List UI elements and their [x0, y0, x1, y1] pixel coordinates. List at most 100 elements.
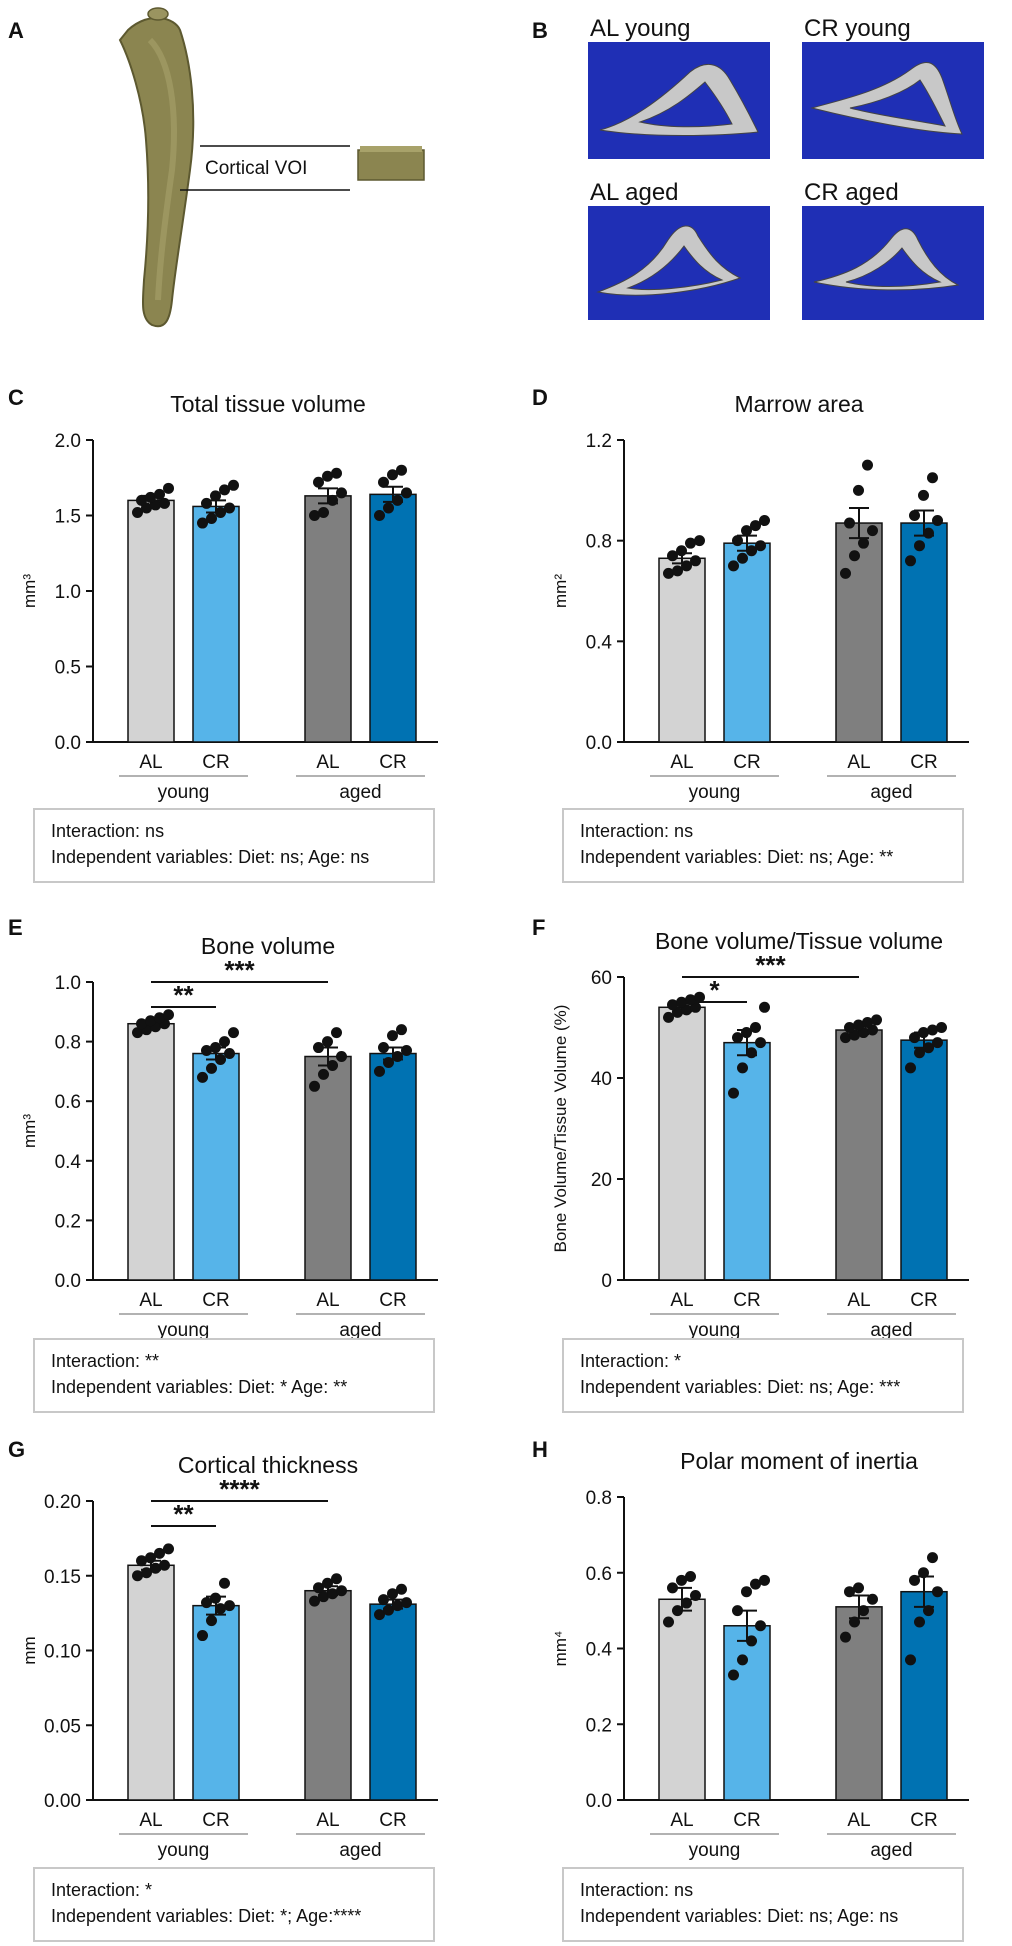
voi-block: [357, 149, 425, 181]
data-point: [914, 1616, 925, 1628]
data-point: [374, 1609, 385, 1621]
group-label: aged: [870, 782, 912, 803]
stats-box-e: Interaction: ** Independent variables: Di…: [33, 1338, 435, 1413]
data-point: [392, 1051, 403, 1062]
data-point: [210, 1042, 221, 1054]
scan-label-cr-aged: CR aged: [804, 179, 899, 206]
data-point: [163, 1543, 174, 1555]
data-point: [936, 1022, 947, 1033]
data-point: [318, 506, 329, 518]
data-point: [759, 1001, 770, 1013]
data-point: [378, 476, 389, 488]
data-point: [676, 996, 687, 1008]
stats-interaction: Interaction: ns: [51, 821, 165, 841]
scan-al-aged-bg: [588, 206, 770, 320]
panel-letter-h: H: [532, 1437, 548, 1462]
bar: [835, 1029, 883, 1281]
y-tick-label: 0.6: [55, 1092, 81, 1113]
category-label: AL: [316, 1810, 339, 1831]
data-point: [844, 1586, 855, 1598]
data-point: [923, 527, 934, 539]
data-point: [923, 1042, 934, 1054]
data-point: [136, 1555, 147, 1567]
significance-label: ****: [219, 1474, 260, 1504]
chart-title: Bone volume: [201, 933, 335, 959]
data-point: [401, 1045, 412, 1057]
data-point: [201, 1597, 212, 1609]
y-tick-label: 0.6: [586, 1564, 612, 1585]
chart-title: Cortical thickness: [178, 1452, 358, 1478]
data-point: [145, 491, 156, 503]
data-point: [392, 494, 403, 506]
data-point: [690, 555, 701, 567]
bar: [723, 542, 771, 743]
y-tick-label: 0.00: [44, 1791, 81, 1812]
data-point: [690, 1589, 701, 1601]
data-point: [215, 1053, 226, 1065]
scan-cr-young-bg: [802, 42, 984, 159]
scan-panel: AL young CR young AL aged CR aged: [588, 15, 984, 320]
data-point: [750, 520, 761, 532]
panel-letter-b: B: [532, 18, 548, 43]
data-point: [396, 464, 407, 476]
data-point: [154, 1547, 165, 1559]
femur-bone: [118, 16, 195, 328]
bar: [304, 1055, 352, 1281]
data-point: [909, 1574, 920, 1586]
data-point: [918, 1567, 929, 1579]
stats-box-g: Interaction: * Independent variables: Die…: [33, 1867, 435, 1942]
data-point: [853, 1019, 864, 1031]
data-point: [918, 489, 929, 501]
stats-box-h: Interaction: ns Independent variables: Di…: [562, 1867, 964, 1942]
category-label: CR: [202, 752, 229, 773]
data-point: [737, 552, 748, 564]
data-point: [918, 1027, 929, 1039]
data-point: [676, 545, 687, 557]
bar: [192, 1052, 240, 1281]
data-point: [206, 1062, 217, 1074]
group-label: aged: [870, 1320, 912, 1341]
stats-independent-variables: Independent variables: Diet: *; Age:****: [51, 1906, 362, 1926]
y-tick-label: 0.0: [586, 1791, 612, 1812]
data-point: [224, 502, 235, 514]
bar: [723, 1625, 771, 1801]
data-point: [667, 550, 678, 562]
data-point: [663, 567, 674, 579]
data-point: [681, 560, 692, 572]
data-point: [741, 1586, 752, 1598]
data-point: [206, 513, 217, 525]
data-point: [219, 1577, 230, 1589]
data-point: [387, 1030, 398, 1042]
scan-cr-aged-bg: [802, 206, 984, 320]
category-label: AL: [847, 1290, 870, 1311]
stats-box-d: Interaction: ns Independent variables: Di…: [562, 808, 964, 883]
bar: [127, 1022, 175, 1281]
data-point: [932, 1037, 943, 1049]
data-point: [228, 1027, 239, 1039]
data-point: [759, 1574, 770, 1586]
group-label: young: [689, 1320, 741, 1341]
data-point: [336, 1585, 347, 1597]
category-label: CR: [379, 752, 406, 773]
data-point: [737, 1062, 748, 1074]
data-point: [932, 515, 943, 527]
panel-letter-f: F: [532, 915, 546, 940]
femur-shading: [147, 37, 177, 301]
y-tick-label: 1.5: [55, 507, 81, 528]
data-point: [676, 1574, 687, 1586]
category-label: AL: [139, 1290, 162, 1311]
femur-head: [147, 7, 169, 21]
data-point: [755, 1620, 766, 1632]
y-tick-label: 0.4: [586, 632, 613, 653]
stats-independent-variables: Independent variables: Diet: ns; Age: ns: [580, 1906, 899, 1926]
data-point: [741, 1027, 752, 1039]
scan-cr-aged-bone: [813, 228, 960, 291]
chart-title: Marrow area: [734, 391, 863, 417]
data-point: [206, 1615, 217, 1627]
data-point: [844, 1022, 855, 1033]
data-point: [210, 1592, 221, 1604]
data-point: [197, 517, 208, 529]
data-point: [858, 537, 869, 549]
group-label: young: [689, 782, 741, 803]
